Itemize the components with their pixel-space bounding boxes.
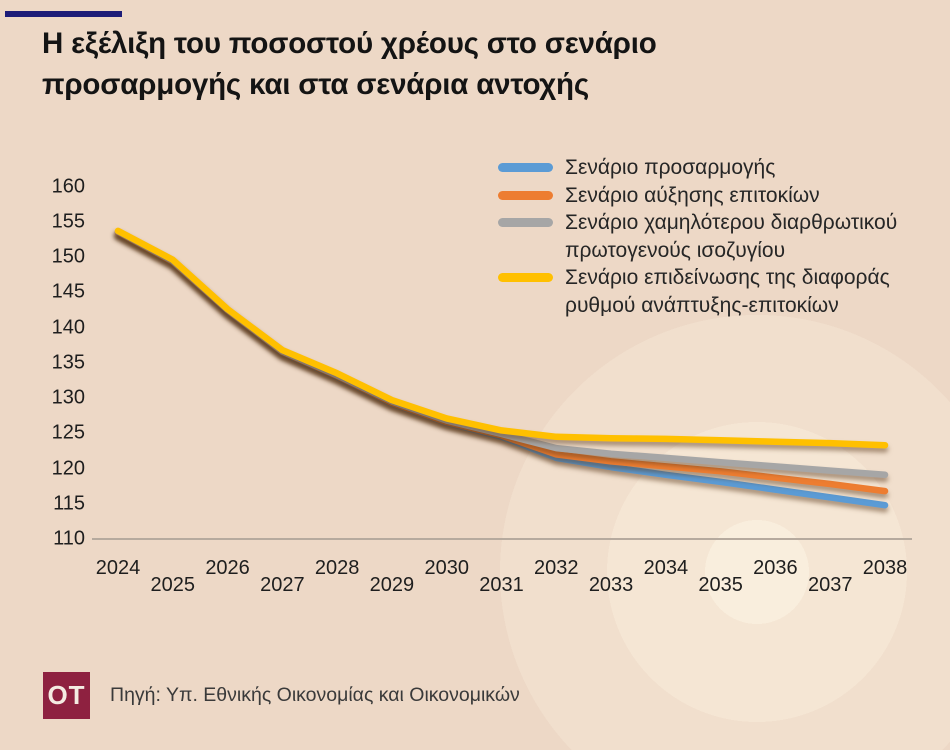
x-tick-label: 2025 — [150, 574, 196, 596]
y-tick-label: 150 — [51, 245, 85, 268]
legend-item: Σενάριο χαμηλότερου διαρθρωτικού πρωτογε… — [498, 209, 918, 264]
x-tick-label: 2028 — [314, 557, 360, 579]
y-tick-label: 140 — [51, 316, 85, 338]
legend-label: Σενάριο προσαρμογής — [565, 156, 776, 179]
y-tick-label: 155 — [51, 210, 85, 233]
y-tick-label: 125 — [51, 421, 85, 444]
y-tick-label: 110 — [53, 527, 85, 550]
x-tick-label: 2029 — [369, 574, 415, 596]
chart-title: Η εξέλιξη του ποσοστού χρέους στο σενάρι… — [42, 27, 657, 101]
x-tick-label: 2038 — [862, 557, 908, 579]
legend: Σενάριο προσαρμογής Σενάριο αύξησης επιτο… — [498, 154, 918, 319]
x-tick-label: 2031 — [479, 574, 524, 596]
legend-item: Σενάριο προσαρμογής — [498, 154, 918, 182]
y-tick-label: 130 — [51, 386, 85, 409]
x-tick-label: 2026 — [205, 557, 250, 579]
x-tick-label: 2024 — [95, 557, 141, 579]
y-tick-label: 135 — [51, 351, 85, 374]
legend-swatch-2 — [498, 218, 553, 227]
x-tick-label: 2030 — [424, 557, 469, 579]
y-tick-label: 120 — [51, 457, 85, 479]
legend-label: Σενάριο χαμηλότερου διαρθρωτικού πρωτογε… — [565, 211, 898, 262]
x-tick-label: 2032 — [534, 557, 579, 579]
axis-baseline — [92, 538, 912, 540]
y-tick-label: 160 — [51, 175, 85, 197]
accent-bar — [5, 11, 122, 17]
source-text: Πηγή: Υπ. Εθνικής Οικονομίας και Οικονομ… — [110, 684, 520, 706]
legend-label: Σενάριο αύξησης επιτοκίων — [565, 183, 820, 207]
x-tick-label: 2036 — [753, 557, 798, 579]
legend-item: Σενάριο επιδείνωσης της διαφοράς ρυθμού … — [498, 264, 918, 319]
legend-swatch-3 — [498, 273, 553, 282]
ot-logo: OT — [43, 672, 90, 719]
y-tick-label: 145 — [51, 280, 85, 303]
legend-label: Σενάριο επιδείνωσης της διαφοράς ρυθμού … — [565, 266, 890, 317]
legend-item: Σενάριο αύξησης επιτοκίων — [498, 182, 918, 210]
x-tick-label: 2027 — [260, 574, 305, 596]
legend-swatch-1 — [498, 190, 553, 200]
x-tick-label: 2033 — [588, 574, 634, 596]
y-tick-label: 115 — [53, 492, 85, 515]
x-tick-label: 2034 — [643, 557, 689, 579]
x-tick-label: 2035 — [698, 574, 743, 596]
x-tick-label: 2037 — [807, 574, 853, 596]
legend-swatch-0 — [498, 163, 553, 172]
